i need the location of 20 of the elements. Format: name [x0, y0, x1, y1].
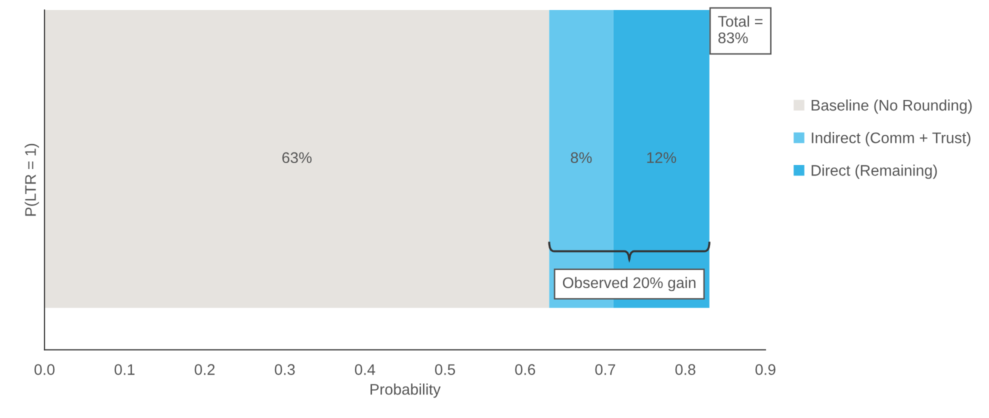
x-tick-label: 0.6: [515, 364, 536, 375]
data-label: 12%: [647, 152, 676, 163]
x-axis-title: Probability: [370, 384, 441, 398]
x-tick-label: 0.1: [114, 364, 134, 375]
legend-label: Baseline (No Rounding): [812, 99, 972, 114]
x-tick-label: 0.3: [274, 364, 295, 375]
data-label: 63%: [282, 152, 312, 164]
y-axis-title: P(LTR = 1): [24, 144, 39, 216]
x-tick-label: 0.4: [354, 364, 376, 375]
x-tick-label: 0.7: [595, 364, 616, 375]
x-tick-label: 0.8: [675, 364, 696, 375]
legend-label: Indirect (Comm + Trust): [812, 132, 970, 146]
annotation: Observed 20% gain: [562, 276, 696, 292]
x-tick-label: 0.5: [435, 364, 456, 375]
x-tick-label: 0.0: [34, 364, 55, 375]
x-tick-label: 0.9: [755, 364, 776, 375]
annotation: Total = 83%: [718, 16, 762, 44]
x-tick-label: 0.2: [194, 364, 215, 375]
data-label: 8%: [570, 152, 592, 164]
legend-label: Direct (Remaining): [812, 164, 937, 179]
